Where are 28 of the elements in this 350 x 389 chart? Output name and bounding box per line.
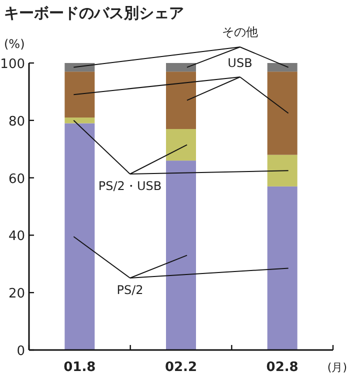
x-axis-title: (月) — [327, 361, 347, 374]
series-label: PS/2・USB — [98, 179, 162, 193]
bar — [267, 72, 298, 155]
bar — [166, 63, 196, 72]
y-tick-label: 80 — [8, 114, 25, 130]
series-label: PS/2 — [116, 283, 144, 297]
bar — [166, 72, 196, 130]
x-tick-label: 01.8 — [64, 360, 96, 375]
bar — [267, 63, 298, 72]
bar — [267, 186, 298, 350]
y-tick-label: 0 — [16, 344, 25, 359]
bar — [64, 123, 95, 350]
y-tick-label: 40 — [8, 229, 25, 244]
bar — [64, 63, 95, 72]
text: その他 — [222, 25, 258, 39]
chart-title: キーボードのバス別シェア — [4, 4, 184, 22]
bar — [64, 72, 95, 118]
series-label: USB — [228, 56, 252, 70]
bar — [267, 154, 298, 186]
y-tick-label: 60 — [8, 172, 25, 187]
y-tick-label: 100 — [0, 57, 25, 72]
bar — [166, 129, 196, 161]
x-tick-label: 02.2 — [164, 360, 198, 375]
y-axis-title: (%) — [4, 37, 25, 51]
bar — [166, 160, 196, 350]
x-tick-label: 02.8 — [266, 360, 298, 375]
y-tick-label: 20 — [8, 286, 25, 302]
bar — [64, 118, 95, 124]
